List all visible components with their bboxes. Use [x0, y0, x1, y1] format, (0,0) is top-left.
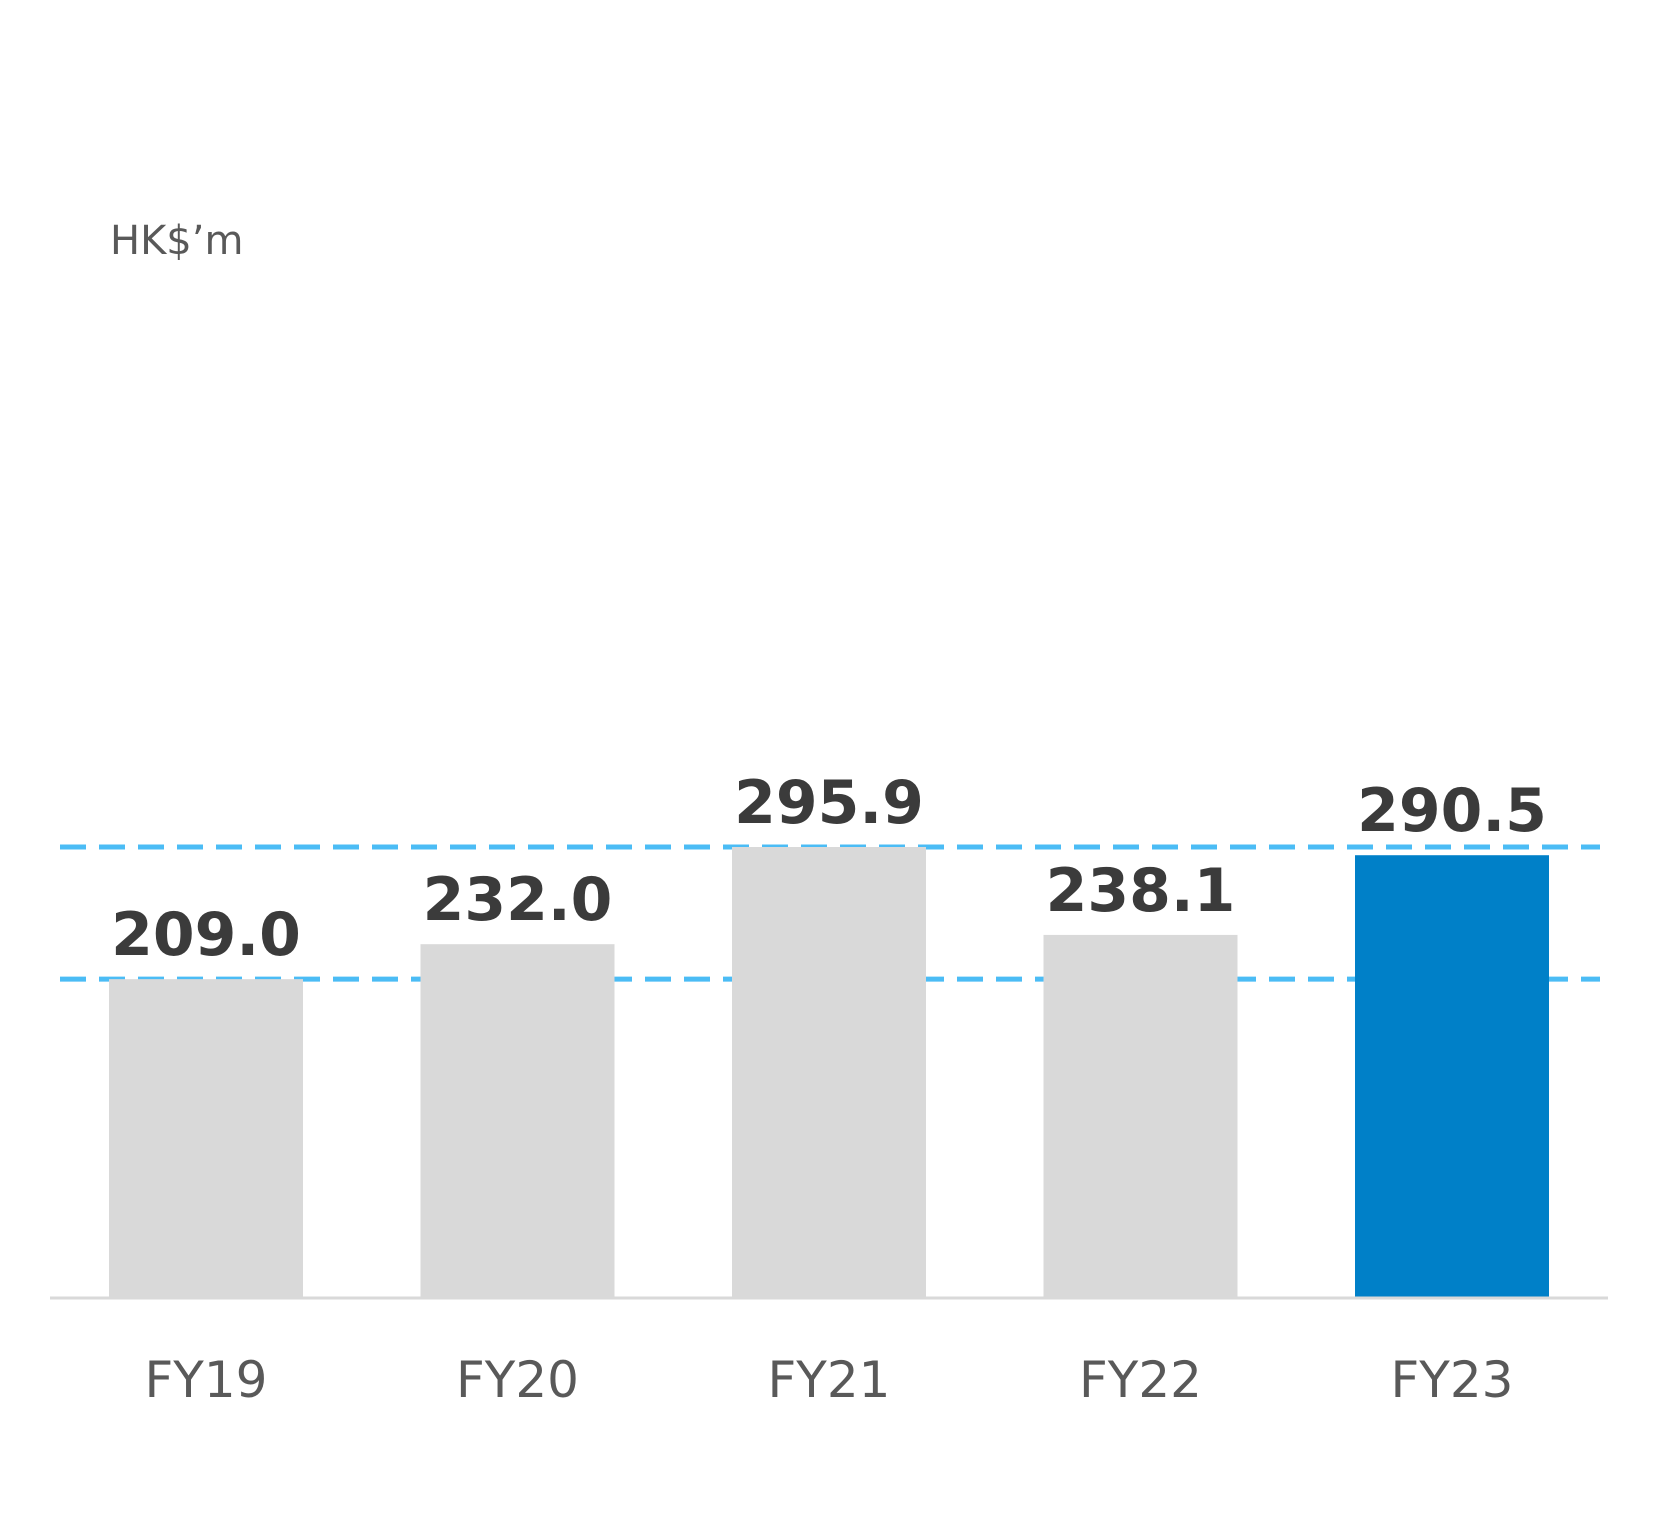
bar-fy21	[732, 847, 926, 1297]
category-label-fy21: FY21	[768, 1351, 891, 1409]
category-label-fy20: FY20	[456, 1351, 579, 1409]
unit-label: HK$’m	[110, 218, 243, 264]
value-label-fy20: 232.0	[423, 865, 613, 935]
category-label-fy23: FY23	[1391, 1351, 1514, 1409]
value-label-fy19: 209.0	[111, 900, 301, 970]
bar-fy22	[1043, 934, 1238, 1297]
category-label-fy22: FY22	[1079, 1351, 1202, 1409]
reference-lines	[60, 844, 1600, 982]
bar-fy20	[420, 944, 615, 1297]
bar-fy19	[109, 979, 303, 1297]
value-labels: 209.0 232.0 295.9 238.1 290.5	[111, 768, 1547, 970]
value-label-fy21: 295.9	[734, 768, 924, 838]
category-label-fy19: FY19	[145, 1351, 268, 1409]
bar-fy23	[1355, 855, 1549, 1297]
value-label-fy23: 290.5	[1357, 776, 1547, 846]
value-label-fy22: 238.1	[1046, 856, 1236, 926]
bars	[109, 847, 1549, 1297]
category-labels: FY19 FY20 FY21 FY22 FY23	[145, 1351, 1514, 1409]
